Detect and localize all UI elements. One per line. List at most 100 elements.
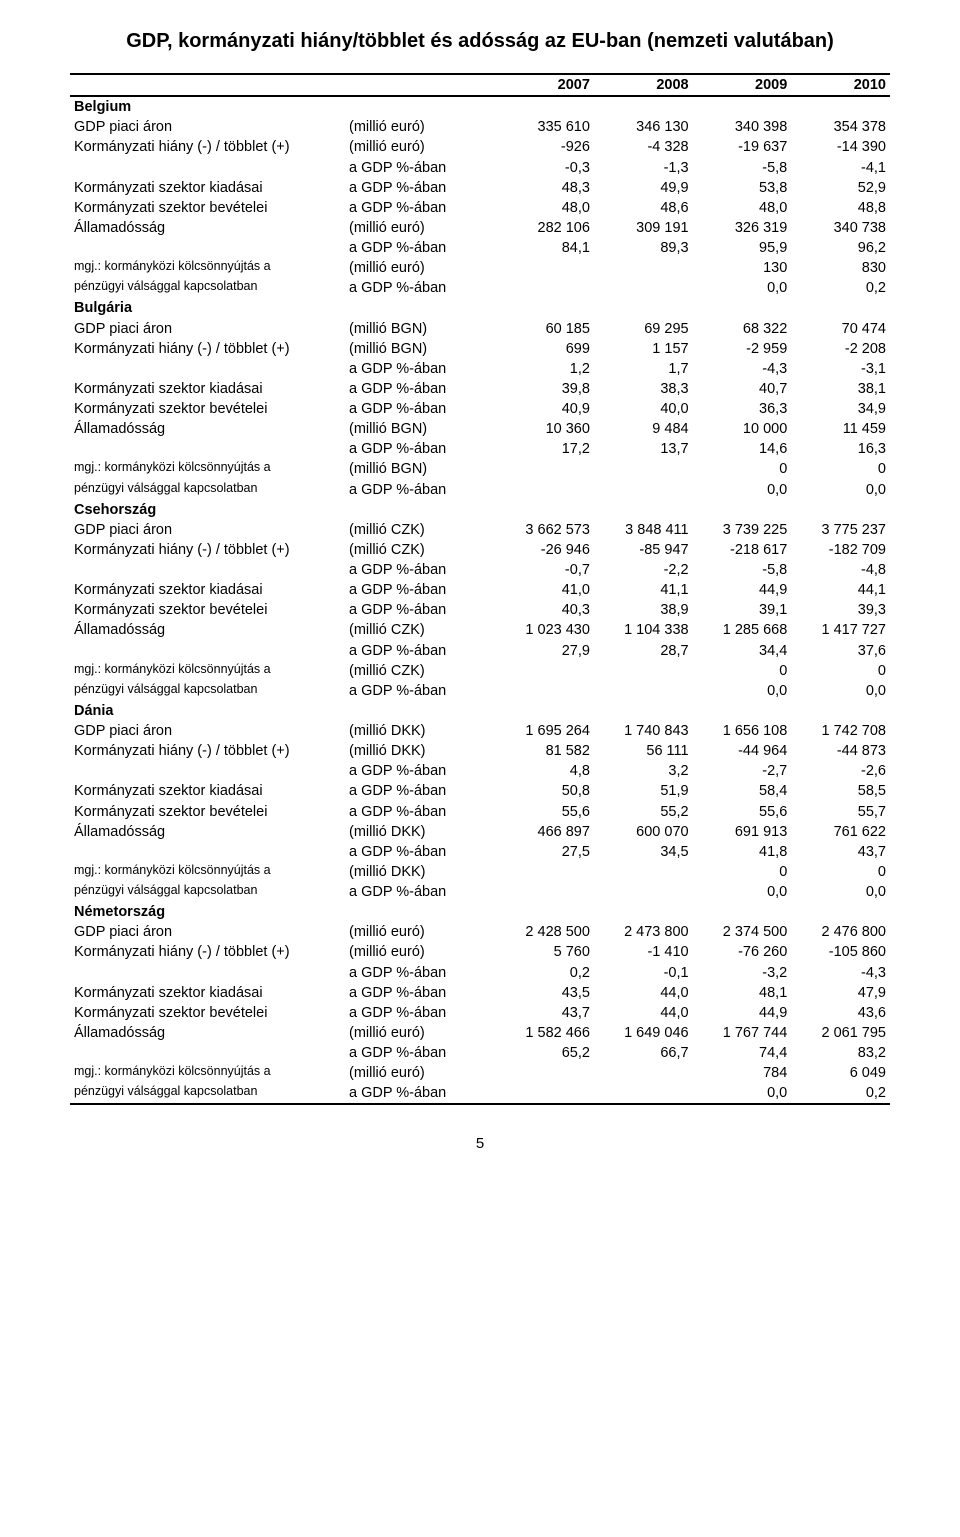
table-row: GDP piaci áron(millió BGN)60 18569 29568…: [70, 319, 890, 339]
table-cell: 0: [693, 661, 792, 681]
table-cell: 44,9: [693, 1003, 792, 1023]
table-cell: 10 000: [693, 419, 792, 439]
table-cell: -5,8: [693, 560, 792, 580]
unit-label: (millió DKK): [345, 721, 495, 741]
table-row: pénzügyi válsággal kapcsolatbana GDP %-á…: [70, 882, 890, 902]
table-cell: 2 061 795: [791, 1023, 890, 1043]
table-cell: 83,2: [791, 1043, 890, 1063]
table-row: mgj.: kormányközi kölcsönnyújtás a(milli…: [70, 258, 890, 278]
table-cell: 50,8: [495, 781, 594, 801]
unit-label: (millió CZK): [345, 520, 495, 540]
table-cell: [594, 278, 693, 298]
table-cell: 0,0: [791, 480, 890, 500]
unit-label: a GDP %-ában: [345, 278, 495, 298]
table-row: a GDP %-ában84,189,395,996,2: [70, 238, 890, 258]
unit-label: a GDP %-ában: [345, 781, 495, 801]
table-cell: 830: [791, 258, 890, 278]
table-cell: 282 106: [495, 218, 594, 238]
unit-label: (millió BGN): [345, 339, 495, 359]
table-cell: 39,1: [693, 600, 792, 620]
table-cell: 2 476 800: [791, 922, 890, 942]
table-cell: -182 709: [791, 540, 890, 560]
table-cell: [495, 661, 594, 681]
unit-label: (millió euró): [345, 117, 495, 137]
table-cell: 28,7: [594, 641, 693, 661]
table-cell: 56 111: [594, 741, 693, 761]
unit-label: (millió BGN): [345, 459, 495, 479]
table-cell: 9 484: [594, 419, 693, 439]
row-label-note: pénzügyi válsággal kapcsolatban: [70, 278, 345, 298]
unit-label: a GDP %-ában: [345, 963, 495, 983]
table-cell: 346 130: [594, 117, 693, 137]
country-name: Németország: [70, 902, 890, 922]
table-cell: 3 848 411: [594, 520, 693, 540]
unit-label: (millió euró): [345, 942, 495, 962]
country-row: Bulgária: [70, 298, 890, 318]
unit-label: (millió BGN): [345, 319, 495, 339]
row-label: [70, 1043, 345, 1063]
table-row: Kormányzati szektor bevételeia GDP %-ába…: [70, 1003, 890, 1023]
table-row: a GDP %-ában-0,7-2,2-5,8-4,8: [70, 560, 890, 580]
table-cell: 41,1: [594, 580, 693, 600]
row-label-note: pénzügyi válsággal kapcsolatban: [70, 1083, 345, 1104]
table-cell: -4,3: [791, 963, 890, 983]
table-cell: 3 739 225: [693, 520, 792, 540]
table-row: a GDP %-ában4,83,2-2,7-2,6: [70, 761, 890, 781]
unit-label: a GDP %-ában: [345, 882, 495, 902]
row-label: Kormányzati szektor kiadásai: [70, 983, 345, 1003]
table-row: Kormányzati szektor kiadásaia GDP %-ában…: [70, 983, 890, 1003]
table-cell: [594, 1083, 693, 1104]
table-row: Kormányzati hiány (-) / többlet (+)(mill…: [70, 137, 890, 157]
row-label: Kormányzati szektor bevételei: [70, 198, 345, 218]
table-cell: 66,7: [594, 1043, 693, 1063]
table-cell: [495, 258, 594, 278]
table-cell: 52,9: [791, 178, 890, 198]
table-cell: 43,7: [791, 842, 890, 862]
table-cell: 17,2: [495, 439, 594, 459]
table-cell: -2,7: [693, 761, 792, 781]
row-label: Kormányzati hiány (-) / többlet (+): [70, 339, 345, 359]
table-row: a GDP %-ában0,2-0,1-3,2-4,3: [70, 963, 890, 983]
table-cell: 4,8: [495, 761, 594, 781]
table-header-row: 2007 2008 2009 2010: [70, 74, 890, 96]
table-cell: [495, 1083, 594, 1104]
table-cell: [594, 882, 693, 902]
table-cell: 58,5: [791, 781, 890, 801]
row-label: [70, 842, 345, 862]
table-cell: 2 374 500: [693, 922, 792, 942]
row-label: Kormányzati hiány (-) / többlet (+): [70, 942, 345, 962]
table-cell: [594, 480, 693, 500]
table-cell: 70 474: [791, 319, 890, 339]
table-cell: 3 662 573: [495, 520, 594, 540]
row-label: [70, 359, 345, 379]
unit-label: (millió DKK): [345, 862, 495, 882]
table-cell: 34,4: [693, 641, 792, 661]
table-cell: -4 328: [594, 137, 693, 157]
table-cell: 43,7: [495, 1003, 594, 1023]
table-row: a GDP %-ában27,928,734,437,6: [70, 641, 890, 661]
table-row: a GDP %-ában27,534,541,843,7: [70, 842, 890, 862]
table-row: GDP piaci áron(millió euró)2 428 5002 47…: [70, 922, 890, 942]
unit-label: (millió BGN): [345, 419, 495, 439]
unit-label: (millió euró): [345, 922, 495, 942]
row-label: Kormányzati szektor bevételei: [70, 600, 345, 620]
table-row: Kormányzati szektor bevételeia GDP %-ába…: [70, 198, 890, 218]
unit-label: a GDP %-ában: [345, 359, 495, 379]
table-cell: -44 964: [693, 741, 792, 761]
table-cell: 326 319: [693, 218, 792, 238]
unit-label: a GDP %-ában: [345, 600, 495, 620]
row-label: Kormányzati hiány (-) / többlet (+): [70, 137, 345, 157]
table-cell: 27,9: [495, 641, 594, 661]
table-cell: 2 473 800: [594, 922, 693, 942]
table-cell: -85 947: [594, 540, 693, 560]
table-cell: 1 104 338: [594, 620, 693, 640]
table-cell: [495, 681, 594, 701]
row-label: GDP piaci áron: [70, 721, 345, 741]
table-cell: 0,0: [791, 882, 890, 902]
table-cell: 36,3: [693, 399, 792, 419]
row-label: Kormányzati szektor kiadásai: [70, 178, 345, 198]
table-cell: -19 637: [693, 137, 792, 157]
country-name: Belgium: [70, 96, 890, 117]
row-label: GDP piaci áron: [70, 319, 345, 339]
table-cell: 55,2: [594, 802, 693, 822]
